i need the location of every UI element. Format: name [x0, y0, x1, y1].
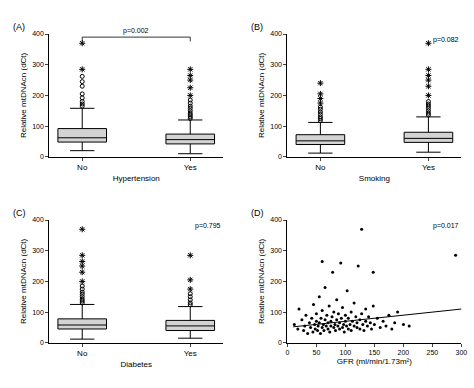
svg-text:150: 150 — [369, 349, 381, 356]
svg-text:400: 400 — [32, 216, 44, 223]
svg-text:0: 0 — [278, 339, 282, 346]
svg-text:(B): (B) — [251, 22, 263, 32]
svg-text:No: No — [77, 349, 88, 358]
svg-text:p=0.082: p=0.082 — [433, 36, 459, 44]
svg-text:0: 0 — [40, 153, 44, 160]
svg-text:Hypertension: Hypertension — [113, 174, 160, 183]
svg-text:200: 200 — [32, 92, 44, 99]
svg-text:300: 300 — [270, 247, 282, 254]
svg-text:Relative mtDNAcn (dCt): Relative mtDNAcn (dCt) — [257, 52, 266, 138]
svg-text:p=0.002: p=0.002 — [123, 27, 149, 35]
svg-text:200: 200 — [398, 349, 410, 356]
svg-text:0: 0 — [285, 349, 289, 356]
svg-text:100: 100 — [270, 123, 282, 130]
svg-text:No: No — [315, 163, 326, 172]
svg-text:400: 400 — [270, 216, 282, 223]
svg-text:100: 100 — [32, 123, 44, 130]
svg-text:50: 50 — [312, 349, 320, 356]
svg-text:GFR (ml/min/1.73m²): GFR (ml/min/1.73m²) — [337, 357, 412, 366]
svg-text:300: 300 — [456, 349, 468, 356]
svg-text:Relative mtDNAcn (dCt): Relative mtDNAcn (dCt) — [19, 52, 28, 138]
svg-text:(A): (A) — [13, 22, 25, 32]
svg-text:(C): (C) — [13, 208, 26, 218]
svg-text:300: 300 — [32, 61, 44, 68]
svg-text:Yes: Yes — [184, 349, 197, 358]
svg-text:400: 400 — [270, 30, 282, 37]
svg-text:0: 0 — [40, 339, 44, 346]
svg-text:100: 100 — [270, 309, 282, 316]
svg-text:100: 100 — [340, 349, 352, 356]
svg-text:p=0.017: p=0.017 — [433, 222, 459, 230]
svg-text:Diabetes: Diabetes — [120, 360, 152, 369]
svg-text:p=0.795: p=0.795 — [195, 222, 221, 230]
svg-text:100: 100 — [32, 309, 44, 316]
svg-text:200: 200 — [270, 92, 282, 99]
svg-text:300: 300 — [32, 247, 44, 254]
svg-text:Yes: Yes — [184, 163, 197, 172]
svg-text:400: 400 — [32, 30, 44, 37]
svg-text:300: 300 — [270, 61, 282, 68]
svg-text:Relative mtDNAcn (dCt): Relative mtDNAcn (dCt) — [19, 238, 28, 324]
svg-text:200: 200 — [32, 278, 44, 285]
svg-text:Smoking: Smoking — [359, 174, 390, 183]
svg-text:Yes: Yes — [422, 163, 435, 172]
svg-text:200: 200 — [270, 278, 282, 285]
svg-text:Relative mtDNAcn (dCt): Relative mtDNAcn (dCt) — [257, 238, 266, 324]
svg-text:No: No — [77, 163, 88, 172]
svg-text:250: 250 — [427, 349, 439, 356]
svg-text:0: 0 — [278, 153, 282, 160]
svg-text:(D): (D) — [251, 208, 264, 218]
